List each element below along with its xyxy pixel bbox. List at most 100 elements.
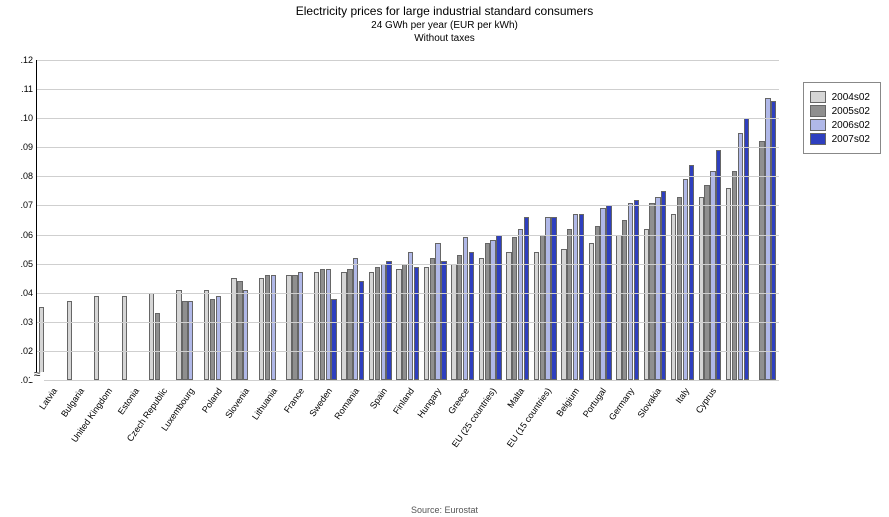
bar <box>644 229 649 380</box>
chart-subtitle-1: 24 GWh per year (EUR per kWh) <box>0 20 889 31</box>
bar <box>524 217 529 380</box>
bar <box>655 197 660 380</box>
bar-group: Portugal <box>589 60 612 380</box>
bar <box>634 200 639 380</box>
bar-group: Bulgaria <box>67 60 90 380</box>
x-tick-label: Lithuania <box>250 386 279 422</box>
x-tick-label: Spain <box>367 386 388 411</box>
bar <box>369 272 374 380</box>
legend-label: 2004s02 <box>832 92 870 103</box>
y-tick-label: .05 <box>20 259 33 269</box>
x-tick-label: Belgium <box>554 386 581 418</box>
bar <box>341 272 346 380</box>
bar <box>573 214 578 380</box>
bar <box>331 299 336 380</box>
bar-group: Greece <box>451 60 474 380</box>
bar-group: Hungary <box>424 60 447 380</box>
x-tick-label: Slovakia <box>636 386 664 420</box>
bar-group: Malta <box>506 60 529 380</box>
bar <box>149 293 154 380</box>
bar <box>188 301 193 380</box>
bar <box>628 203 633 380</box>
bar <box>122 296 127 380</box>
bar <box>386 261 391 380</box>
bar-group <box>754 60 777 380</box>
bar-group: Poland <box>204 60 227 380</box>
bar <box>765 98 770 380</box>
bar-group: France <box>286 60 309 380</box>
legend-swatch <box>810 133 826 145</box>
bar <box>689 165 694 380</box>
x-tick-label: Finland <box>391 386 416 416</box>
bar <box>567 229 572 380</box>
bar <box>408 252 413 380</box>
bar <box>732 171 737 380</box>
bar <box>771 101 776 380</box>
x-tick-label: Hungary <box>416 386 444 420</box>
y-tick-label: .11 <box>21 84 33 94</box>
bar <box>326 269 331 380</box>
bar <box>496 235 501 380</box>
y-tick-label: .08 <box>20 171 33 181</box>
bar <box>540 235 545 380</box>
bar <box>320 269 325 380</box>
bar <box>579 214 584 380</box>
bar-group: EU (15 countries) <box>534 60 557 380</box>
gridline <box>37 118 779 119</box>
bar <box>512 237 517 380</box>
chart-title: Electricity prices for large industrial … <box>0 4 889 18</box>
bar <box>699 197 704 380</box>
bar-group: Spain <box>369 60 392 380</box>
legend-swatch <box>810 119 826 131</box>
bar <box>479 258 484 380</box>
bar <box>671 214 676 380</box>
bar <box>353 258 358 380</box>
bar-group: Italy <box>671 60 694 380</box>
bar <box>182 301 187 380</box>
x-tick-label: Latvia <box>37 386 59 411</box>
bar <box>204 290 209 380</box>
bar <box>94 296 99 380</box>
y-tick-label: .09 <box>20 142 33 152</box>
bar-group: Lithuania <box>259 60 282 380</box>
bar <box>683 179 688 380</box>
bar <box>396 269 401 380</box>
gridline <box>37 89 779 90</box>
y-tick-label: .07 <box>20 200 33 210</box>
bar-group: Latvia <box>39 60 62 380</box>
bar <box>744 118 749 380</box>
gridline <box>37 147 779 148</box>
legend-label: 2005s02 <box>832 106 870 117</box>
bar <box>738 133 743 380</box>
bar <box>490 240 495 380</box>
x-tick-label: Bulgaria <box>59 386 86 419</box>
y-tick-label: .10 <box>20 113 33 123</box>
bar <box>67 301 72 380</box>
bar-group: Czech Republic <box>149 60 172 380</box>
x-tick-label: Poland <box>200 386 224 415</box>
bar <box>237 281 242 380</box>
bar <box>430 258 435 380</box>
bar-group: Sweden <box>314 60 337 380</box>
gridline <box>37 293 779 294</box>
bar <box>155 313 160 380</box>
bar <box>286 275 291 380</box>
x-tick-label: Greece <box>446 386 471 416</box>
bar <box>292 275 297 380</box>
chart-container: Electricity prices for large industrial … <box>0 0 889 517</box>
axis-break-icon: ≈ <box>30 372 44 382</box>
bar <box>314 272 319 380</box>
x-tick-label: France <box>282 386 306 415</box>
bar <box>469 252 474 380</box>
y-tick-label: .12 <box>20 55 33 65</box>
y-tick-label: .06 <box>20 230 33 240</box>
bar <box>534 252 539 380</box>
bar-group: Romania <box>341 60 364 380</box>
bar-group: Cyprus <box>699 60 722 380</box>
gridline <box>37 205 779 206</box>
bar <box>551 217 556 380</box>
bars-layer: LatviaBulgariaUnited KingdomEstoniaCzech… <box>37 60 779 380</box>
bar-group: Finland <box>396 60 419 380</box>
bar-group: United Kingdom <box>94 60 117 380</box>
legend-swatch <box>810 91 826 103</box>
